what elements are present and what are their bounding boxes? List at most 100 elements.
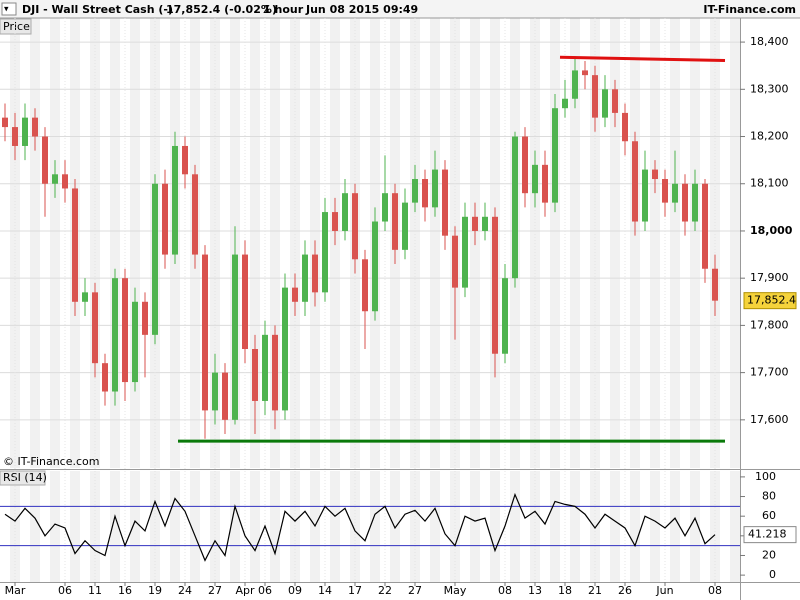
candle-body — [492, 216, 498, 354]
x-tick-label: 24 — [178, 584, 192, 597]
last-price-box — [743, 292, 797, 310]
last-price-label: 17,852.4 — [747, 294, 796, 307]
candle-body — [162, 183, 168, 255]
candle-body — [42, 136, 48, 184]
candle-body — [402, 202, 408, 250]
header-bar — [0, 0, 800, 18]
candle-body — [472, 216, 478, 231]
candle-body — [202, 254, 208, 411]
y-tick-label: 18,200 — [750, 130, 789, 143]
candle-body — [132, 301, 138, 383]
candle-body — [642, 169, 648, 222]
x-tick-label: 17 — [348, 584, 362, 597]
candle-body — [272, 334, 278, 411]
candle-body — [82, 292, 88, 302]
candle-body — [592, 75, 598, 118]
x-tick-label: 18 — [558, 584, 572, 597]
candle-body — [692, 183, 698, 222]
candle-body — [462, 216, 468, 288]
candle-body — [632, 141, 638, 222]
menu-icon-glyph: ▾ — [4, 5, 9, 15]
candle-body — [562, 98, 568, 109]
y-tick-label: 60 — [762, 509, 776, 522]
candle-body — [682, 183, 688, 222]
y-tick-label: 20 — [762, 548, 776, 561]
y-tick-label: 18,000 — [750, 224, 793, 237]
brand: IT-Finance.com — [703, 3, 796, 16]
y-tick-label: 17,700 — [750, 366, 789, 379]
candle-body — [672, 183, 678, 203]
x-tick-label: 08 — [498, 584, 512, 597]
candle-body — [702, 183, 708, 269]
candle-body — [62, 174, 68, 189]
y-tick-label: 100 — [755, 470, 776, 483]
candle-body — [292, 287, 298, 302]
candle-body — [522, 136, 528, 194]
candle-body — [2, 117, 8, 128]
price-panel-label: Price — [3, 20, 30, 33]
x-tick-label: Apr — [235, 584, 255, 597]
menu-icon[interactable] — [1, 2, 17, 16]
candle-body — [12, 127, 18, 146]
candle-body — [312, 254, 318, 293]
x-tick-label: 21 — [588, 584, 602, 597]
x-tick-label: Jun — [655, 584, 673, 597]
candle-body — [612, 89, 618, 113]
rsi-line — [4, 492, 716, 562]
candle-body — [622, 112, 628, 142]
candle-body — [322, 212, 328, 293]
x-tick-label: 08 — [708, 584, 722, 597]
candle-body — [282, 287, 288, 411]
datetime: Jun 08 2015 09:49 — [305, 3, 418, 16]
candle-body — [532, 164, 538, 194]
candle-body — [442, 169, 448, 236]
candle-body — [602, 89, 608, 118]
last-rsi-box — [743, 526, 797, 544]
candle-body — [112, 278, 118, 392]
symbol: DJI - Wall Street Cash (-) — [22, 3, 173, 16]
x-tick-label: 14 — [318, 584, 332, 597]
candle-body — [502, 278, 508, 354]
candle-body — [92, 292, 98, 364]
candle-body — [372, 221, 378, 312]
y-tick-label: 17,800 — [750, 318, 789, 331]
candle-body — [452, 235, 458, 288]
candle-body — [422, 179, 428, 208]
x-tick-label: 27 — [408, 584, 422, 597]
candle-body — [412, 179, 418, 203]
candle-body — [572, 70, 578, 99]
candle-body — [192, 174, 198, 255]
candle-body — [72, 188, 78, 302]
x-tick-label: 19 — [148, 584, 162, 597]
candle-body — [712, 268, 718, 301]
candle-body — [22, 117, 28, 146]
rsi-panel-label: RSI (14) — [3, 471, 47, 484]
x-tick-label: 06 — [258, 584, 272, 597]
candle-body — [652, 169, 658, 180]
x-tick-label: 16 — [118, 584, 132, 597]
candle-body — [252, 349, 258, 401]
y-tick-label: 80 — [762, 490, 776, 503]
quote: 17,852.4 (-0.02%) — [166, 3, 277, 16]
candle-body — [32, 117, 38, 137]
watermark: © IT-Finance.com — [3, 455, 100, 468]
price-panel — [0, 18, 740, 468]
candle-body — [102, 363, 108, 392]
candle-body — [242, 254, 248, 350]
candle-body — [142, 301, 148, 335]
candle-body — [52, 174, 58, 184]
candle-body — [542, 164, 548, 203]
candle-body — [122, 278, 128, 383]
candle-body — [152, 183, 158, 335]
candle-body — [182, 145, 188, 175]
y-tick-label: 18,100 — [750, 177, 789, 190]
candle-body — [342, 193, 348, 231]
candle-body — [212, 372, 218, 411]
x-tick-label: 26 — [618, 584, 632, 597]
candle-body — [392, 193, 398, 250]
y-tick-label: 17,900 — [750, 271, 789, 284]
rsi-label-box — [0, 470, 46, 486]
x-tick-label: 13 — [528, 584, 542, 597]
